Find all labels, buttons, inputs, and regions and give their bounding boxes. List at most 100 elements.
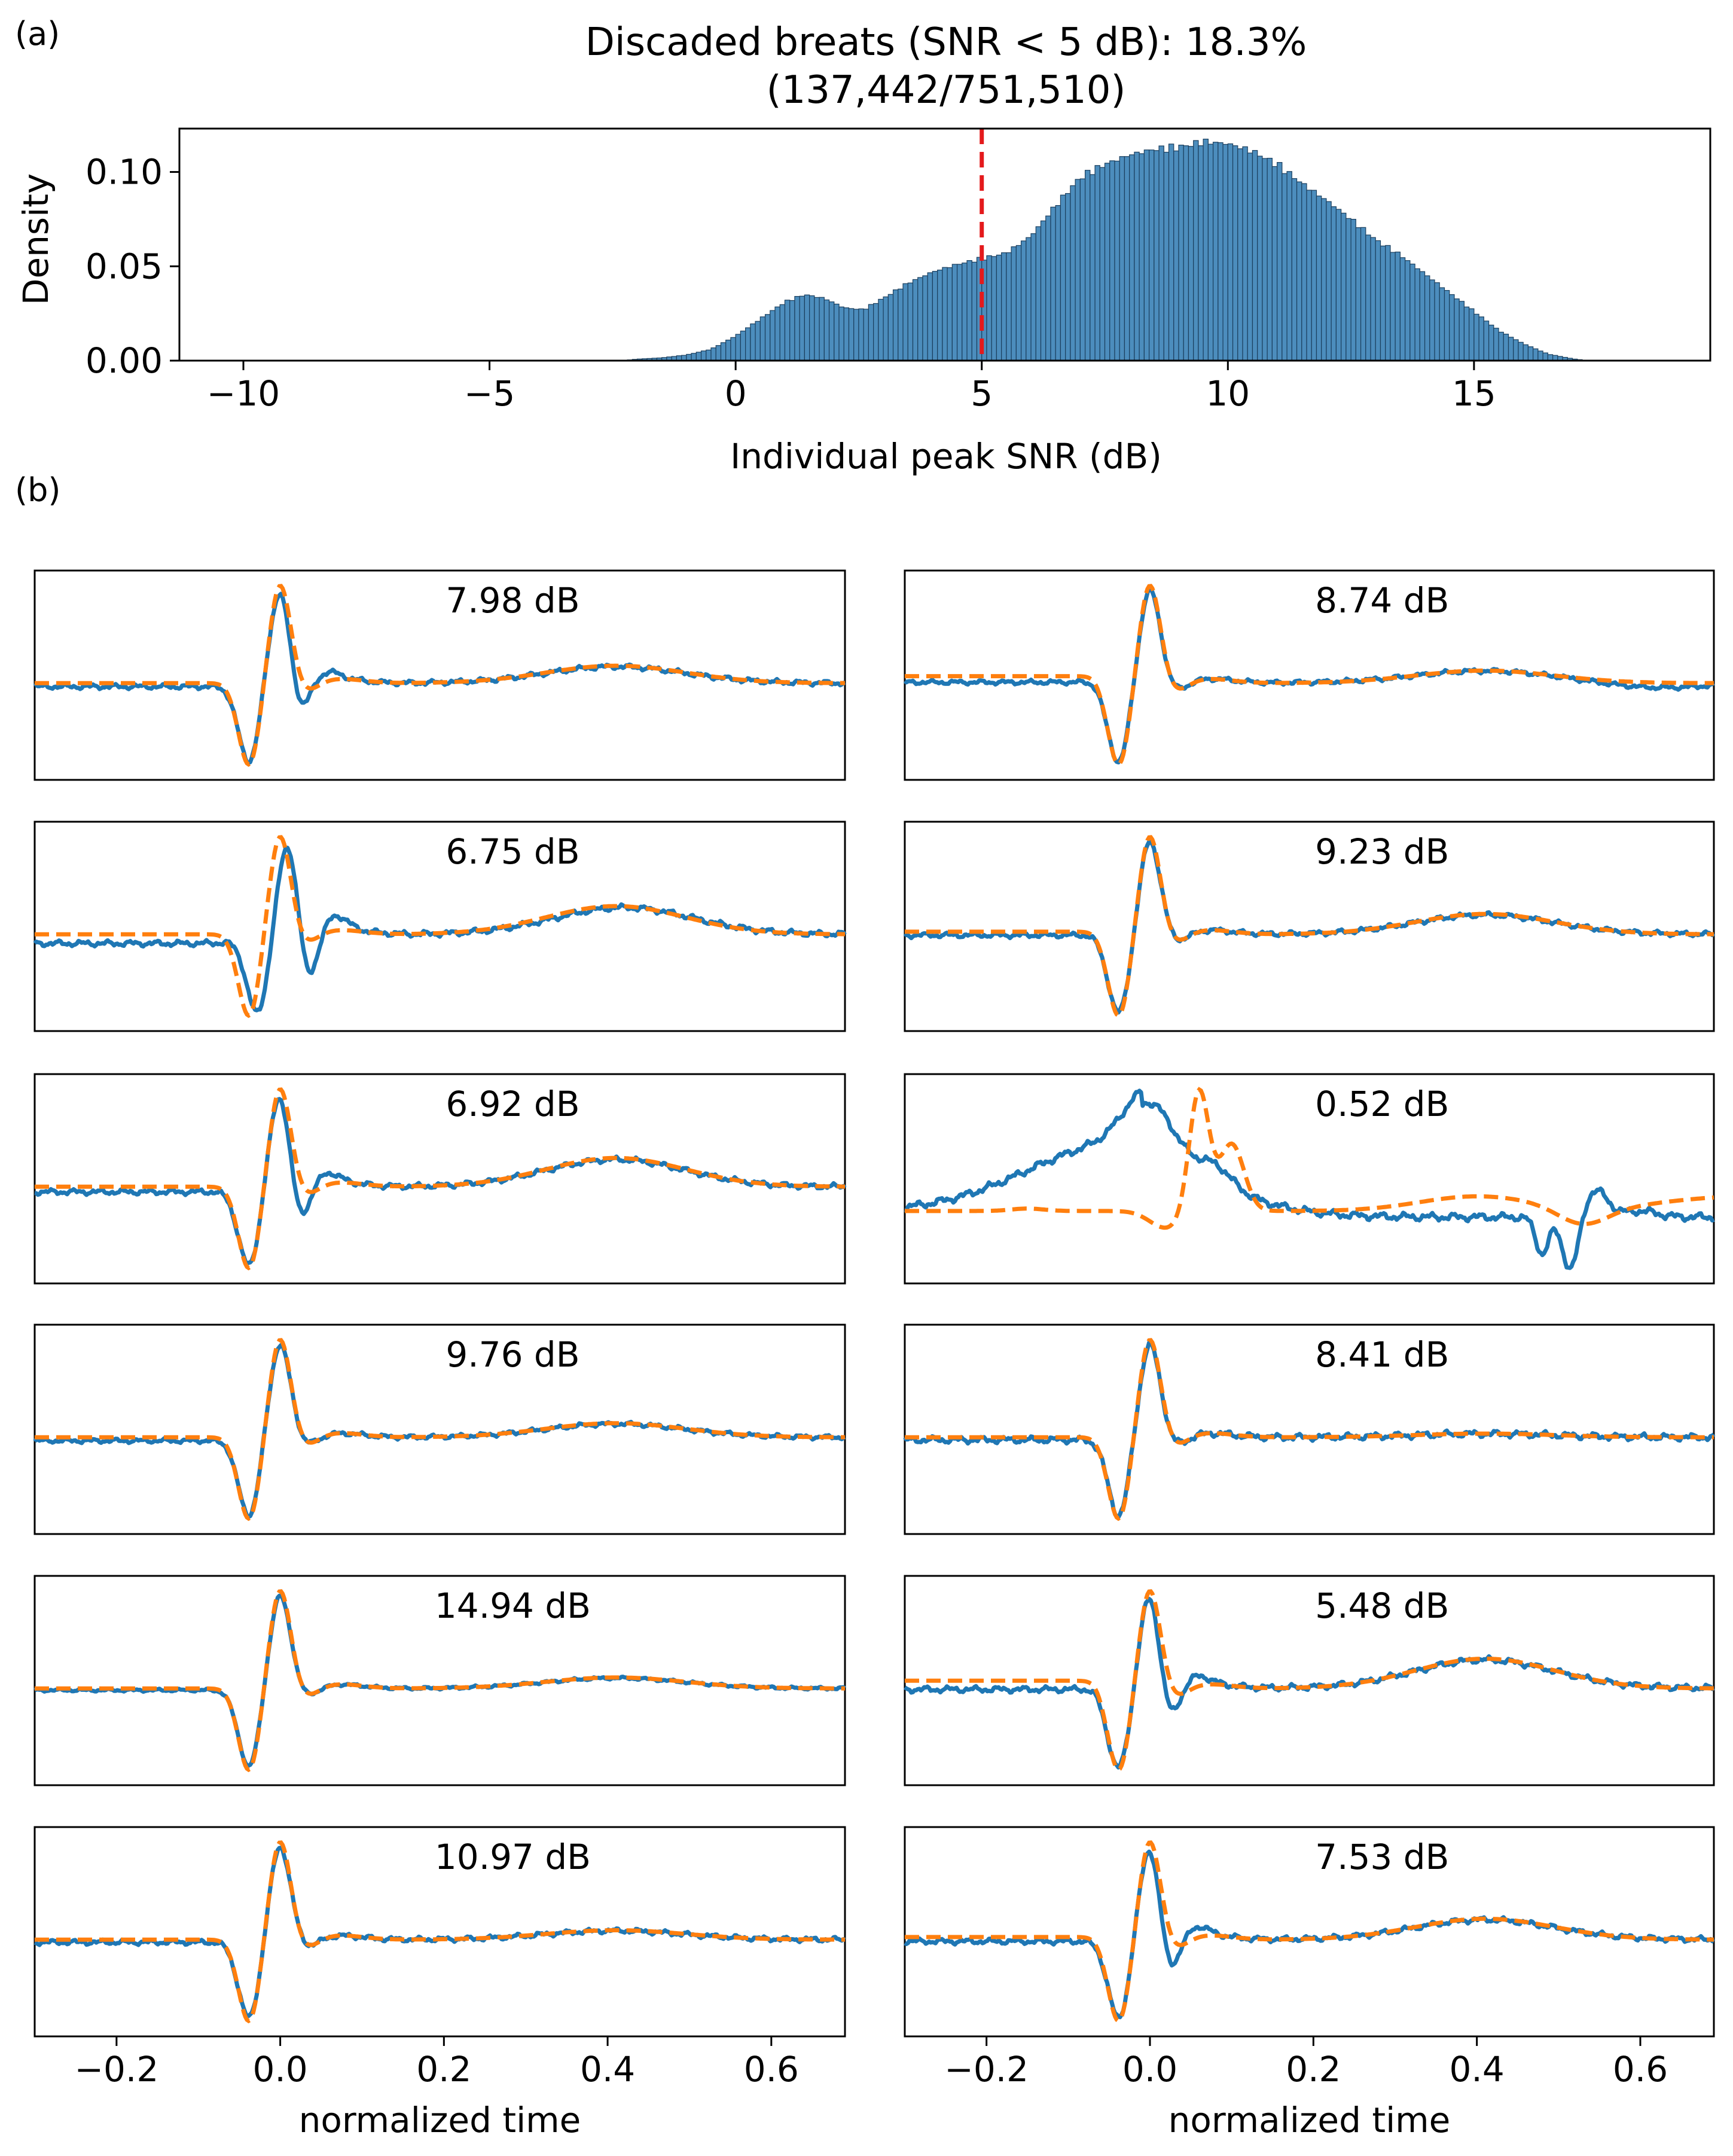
x-tick-label: −0.2 xyxy=(74,2049,158,2090)
histogram-title-line1: Discaded breats (SNR < 5 dB): 18.3% xyxy=(585,20,1307,65)
histogram-bar xyxy=(1463,306,1470,361)
template-line xyxy=(35,1840,845,2024)
histogram-bar xyxy=(715,345,722,361)
histogram-bar xyxy=(1154,150,1160,361)
histogram-bar xyxy=(1365,234,1371,361)
panel-snr-label: 9.23 dB xyxy=(1315,831,1449,872)
histogram-bar xyxy=(1469,308,1475,361)
histogram-bar xyxy=(823,299,830,361)
histogram-bar xyxy=(1547,354,1554,361)
histogram-bar xyxy=(1084,170,1091,361)
panel-frame xyxy=(33,1073,846,1285)
histogram-title-line2: (137,442/751,510) xyxy=(767,68,1126,112)
histogram-bar xyxy=(971,261,978,361)
histogram-bar xyxy=(1542,352,1548,361)
histogram-bar xyxy=(1316,196,1322,361)
histogram-bar xyxy=(695,352,702,361)
template-line xyxy=(905,1840,1714,2024)
template-line xyxy=(35,1589,845,1773)
histogram-bar xyxy=(794,296,800,361)
histogram-bar xyxy=(779,304,786,361)
template-line xyxy=(35,584,845,767)
histogram-bar xyxy=(863,309,869,361)
histogram-bar xyxy=(1045,215,1051,361)
histogram-bar xyxy=(1498,331,1504,361)
template-line xyxy=(35,1338,845,1521)
signal-line xyxy=(904,1088,1715,1270)
histogram-bar xyxy=(809,295,815,361)
histogram-bar xyxy=(1090,174,1096,361)
histogram-bar xyxy=(1094,165,1100,361)
x-tick-label: 0.6 xyxy=(744,2049,799,2090)
waveform-panel: 6.92 dB xyxy=(33,1073,847,1285)
histogram-bar xyxy=(1143,150,1150,361)
histogram-bar xyxy=(1257,155,1263,361)
histogram-bar xyxy=(789,300,795,361)
x-tick-label: 0.2 xyxy=(416,2049,471,2090)
histogram-bar xyxy=(1537,350,1543,361)
panel-snr-label: 9.76 dB xyxy=(446,1334,579,1375)
histogram-bar xyxy=(848,308,855,361)
histogram-bar xyxy=(996,254,1002,361)
histogram-x-label: Individual peak SNR (dB) xyxy=(730,436,1162,477)
histogram-bar xyxy=(1350,219,1356,361)
histogram-bar xyxy=(951,264,958,361)
template-line xyxy=(905,1589,1714,1773)
waveform-panel: 7.98 dB xyxy=(33,569,846,781)
histogram-bar xyxy=(1213,142,1219,361)
histogram-bar xyxy=(1503,334,1509,361)
histogram-bar xyxy=(1060,194,1066,361)
histogram-bar xyxy=(1030,233,1036,361)
histogram-bar xyxy=(828,301,835,361)
histogram-bar xyxy=(1508,337,1514,361)
histogram-bar xyxy=(710,347,716,361)
histogram-bar xyxy=(720,342,727,361)
histogram-bar xyxy=(1414,268,1420,361)
histogram-bar xyxy=(819,297,825,361)
waveform-panel: 5.48 dB xyxy=(904,1575,1715,1786)
x-tick-label: −0.2 xyxy=(944,2049,1029,2090)
waveform-panel: 6.75 dB xyxy=(33,821,847,1032)
histogram-bar xyxy=(755,321,761,361)
histogram-bar xyxy=(878,298,884,361)
histogram-bar xyxy=(1075,179,1081,361)
histogram-bar xyxy=(1193,140,1199,361)
histogram-bar xyxy=(1232,145,1238,361)
histogram-bar xyxy=(1055,205,1061,361)
histogram-bar xyxy=(686,353,692,361)
histogram-bar xyxy=(1006,252,1012,361)
template-line xyxy=(905,1087,1714,1230)
histogram-bar xyxy=(1331,206,1337,361)
x-tick-label: 0 xyxy=(725,373,747,414)
histogram-bar xyxy=(1493,328,1499,361)
histogram-bar xyxy=(1163,151,1170,361)
histogram-bar xyxy=(764,314,771,361)
histogram-bar xyxy=(956,264,963,361)
y-tick-label: 0.00 xyxy=(86,340,163,381)
x-tick-label: −5 xyxy=(464,373,515,414)
histogram-bar xyxy=(966,260,972,361)
panel-frame xyxy=(33,821,846,1032)
histogram-bar xyxy=(1026,237,1032,361)
waveform-panel: 10.97 dB −0.2 0.0 0.2 0.4 0.6 normalized time xyxy=(33,1826,846,2140)
histogram-bar xyxy=(1321,198,1327,361)
histogram-bar xyxy=(730,337,736,361)
x-tick-label: 0.4 xyxy=(1450,2049,1505,2090)
histogram-bar xyxy=(838,306,844,361)
histogram-bar xyxy=(1109,160,1115,361)
x-tick-label: 10 xyxy=(1206,373,1250,414)
histogram-bar xyxy=(927,272,933,361)
histogram-bar xyxy=(1291,178,1298,361)
histogram-bar xyxy=(735,334,741,361)
panel-frame xyxy=(33,569,846,781)
panel-snr-label: 7.53 dB xyxy=(1315,1837,1449,1877)
histogram-bar xyxy=(1488,324,1494,361)
panel-snr-label: 6.75 dB xyxy=(446,831,579,872)
histogram-bar xyxy=(799,295,806,361)
waveform-panel: 9.76 dB xyxy=(33,1324,846,1535)
panel-label-b: (b) xyxy=(15,471,60,509)
histogram-bar xyxy=(843,307,850,361)
histogram-bar xyxy=(1188,146,1194,361)
histogram-bar xyxy=(1149,150,1155,361)
histogram-bar xyxy=(1267,157,1273,361)
